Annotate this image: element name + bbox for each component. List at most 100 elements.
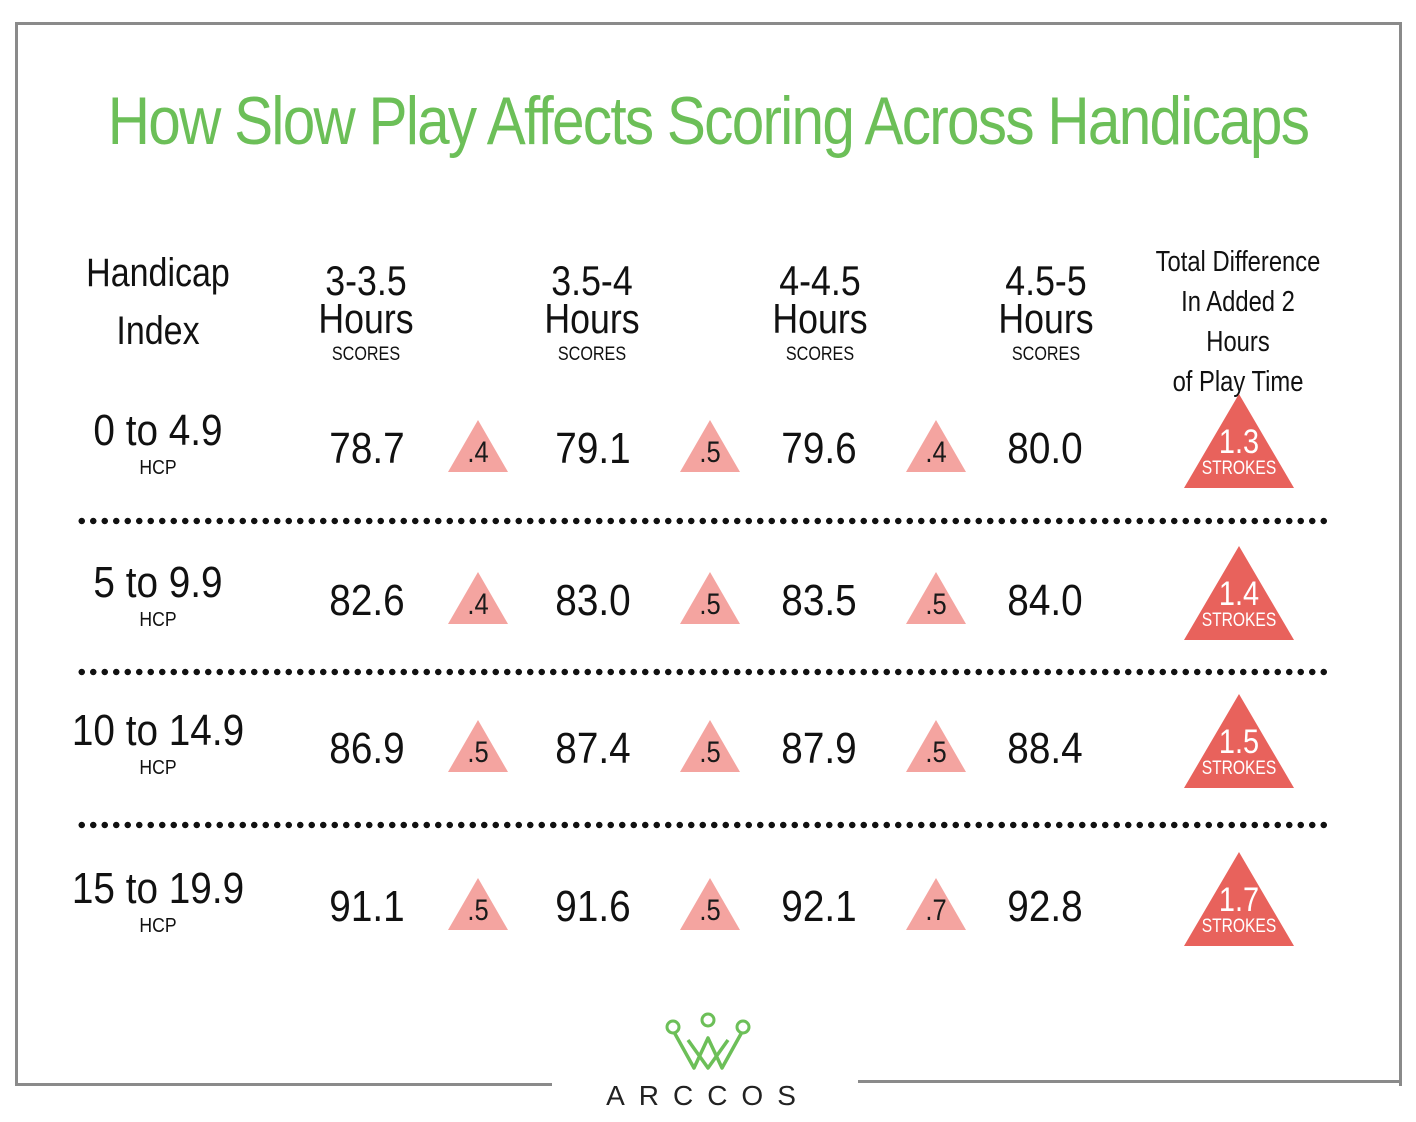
total-triangle-icon (1184, 694, 1294, 788)
total-value: 1.4 (1218, 575, 1260, 613)
handicap-range-text: 10 to 14.9 (71, 706, 245, 755)
total-difference-badge: 1.5 STROKES (1184, 694, 1294, 788)
delta-triangle-icon (680, 420, 740, 472)
column-unit: Hours (544, 295, 640, 342)
delta-value: .5 (467, 736, 489, 769)
total-difference-badge: 1.7 STROKES (1184, 852, 1294, 946)
delta-badge: .5 (680, 720, 740, 772)
score-value: 87.9 (781, 724, 857, 773)
delta-value: .7 (925, 894, 947, 927)
delta-triangle-icon (906, 420, 966, 472)
score-value: 79.6 (781, 424, 857, 473)
crown-logo-icon (665, 1012, 751, 1070)
column-sub: SCORES (1011, 344, 1081, 365)
column-range: 3.5-4 (551, 257, 633, 304)
delta-triangle-icon (906, 878, 966, 930)
delta-badge: .4 (448, 420, 508, 472)
handicap-range: 5 to 9.9 HCP (70, 560, 246, 634)
delta-value: .5 (467, 894, 489, 927)
total-unit: STROKES (1201, 758, 1277, 779)
column-header-4: 4.5-5 Hours SCORES (961, 257, 1131, 368)
hcp-label: HCP (139, 457, 177, 479)
delta-badge: .5 (680, 420, 740, 472)
delta-value: .5 (699, 736, 721, 769)
score-value: 91.1 (329, 882, 405, 931)
total-value: 1.5 (1218, 723, 1260, 761)
column-header-2: 3.5-4 Hours SCORES (507, 257, 677, 368)
column-range: 3-3.5 (325, 257, 407, 304)
brand-name: ARCCOS (606, 1080, 810, 1111)
handicap-range-text: 5 to 9.9 (93, 558, 223, 607)
total-header: Total Difference In Added 2 Hours of Pla… (1148, 242, 1328, 402)
score-value: 84.0 (1007, 576, 1083, 625)
delta-badge: .4 (448, 572, 508, 624)
delta-triangle-icon (448, 720, 508, 772)
delta-triangle-icon (906, 572, 966, 624)
column-unit: Hours (998, 295, 1094, 342)
delta-triangle-icon (448, 878, 508, 930)
dotted-separator (76, 517, 1332, 525)
frame-right (1399, 22, 1402, 1086)
delta-triangle-icon (906, 720, 966, 772)
total-triangle-icon (1184, 546, 1294, 640)
delta-badge: .5 (680, 572, 740, 624)
hcp-label: HCP (139, 757, 177, 779)
total-header-line: Total Difference (1155, 246, 1321, 278)
delta-triangle-icon (448, 420, 508, 472)
delta-value: .4 (467, 436, 489, 469)
hcp-label: HCP (139, 609, 177, 631)
delta-value: .5 (699, 588, 721, 621)
delta-triangle-icon (680, 878, 740, 930)
handicap-range: 10 to 14.9 HCP (70, 708, 246, 782)
handicap-range: 0 to 4.9 HCP (70, 408, 246, 482)
delta-badge: .7 (906, 878, 966, 930)
score-value: 92.1 (781, 882, 857, 931)
frame-top (15, 22, 1402, 25)
total-triangle-icon (1184, 852, 1294, 946)
delta-triangle-icon (680, 572, 740, 624)
delta-value: .4 (467, 588, 489, 621)
delta-value: .5 (925, 736, 947, 769)
delta-badge: .4 (906, 420, 966, 472)
dotted-separator (76, 668, 1332, 676)
column-unit: Hours (318, 295, 414, 342)
total-difference-badge: 1.3 STROKES (1184, 394, 1294, 488)
delta-value: .5 (925, 588, 947, 621)
total-triangle-icon (1184, 394, 1294, 488)
total-unit: STROKES (1201, 916, 1277, 937)
hcp-label: HCP (139, 915, 177, 937)
column-sub: SCORES (557, 344, 627, 365)
total-value: 1.3 (1218, 423, 1260, 461)
column-range: 4.5-5 (1005, 257, 1087, 304)
row-header: Handicap Index (73, 244, 243, 360)
total-value: 1.7 (1218, 881, 1260, 919)
total-unit: STROKES (1201, 610, 1277, 631)
handicap-range: 15 to 19.9 HCP (70, 866, 246, 940)
delta-triangle-icon (680, 720, 740, 772)
delta-badge: .5 (906, 572, 966, 624)
score-value: 80.0 (1007, 424, 1083, 473)
frame-bottom-left (15, 1083, 552, 1086)
column-header-3: 4-4.5 Hours SCORES (735, 257, 905, 368)
column-header-1: 3-3.5 Hours SCORES (281, 257, 451, 368)
score-value: 88.4 (1007, 724, 1083, 773)
row-header-line-1: Handicap (86, 251, 230, 295)
column-unit: Hours (772, 295, 868, 342)
score-value: 83.0 (555, 576, 631, 625)
delta-triangle-icon (448, 572, 508, 624)
score-value: 92.8 (1007, 882, 1083, 931)
score-value: 78.7 (329, 424, 405, 473)
total-header-line: of Play Time (1172, 366, 1304, 398)
score-value: 82.6 (329, 576, 405, 625)
delta-badge: .5 (906, 720, 966, 772)
column-sub: SCORES (785, 344, 855, 365)
frame-left (15, 22, 18, 1086)
column-range: 4-4.5 (779, 257, 861, 304)
delta-badge: .5 (448, 878, 508, 930)
total-difference-badge: 1.4 STROKES (1184, 546, 1294, 640)
chart-title: How Slow Play Affects Scoring Across Han… (107, 83, 1310, 159)
total-header-line: In Added 2 Hours (1181, 286, 1295, 358)
delta-value: .5 (699, 436, 721, 469)
score-value: 79.1 (555, 424, 631, 473)
row-header-line-2: Index (116, 309, 200, 353)
